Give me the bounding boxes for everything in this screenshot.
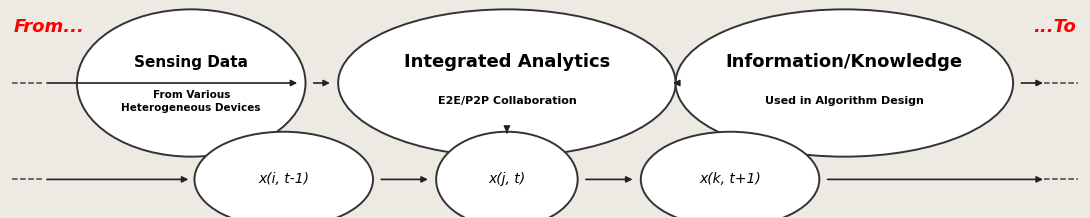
Ellipse shape (338, 9, 676, 157)
Ellipse shape (676, 9, 1013, 157)
Text: x(i, t-1): x(i, t-1) (258, 172, 310, 186)
Text: From...: From... (14, 18, 85, 36)
Text: x(k, t+1): x(k, t+1) (699, 172, 761, 186)
Text: E2E/P2P Collaboration: E2E/P2P Collaboration (437, 96, 577, 106)
Text: Integrated Analytics: Integrated Analytics (403, 53, 610, 71)
Ellipse shape (641, 132, 820, 218)
Ellipse shape (436, 132, 578, 218)
Text: Used in Algorithm Design: Used in Algorithm Design (765, 96, 924, 106)
Text: Sensing Data: Sensing Data (134, 55, 249, 70)
Ellipse shape (194, 132, 373, 218)
Ellipse shape (77, 9, 305, 157)
Text: Information/Knowledge: Information/Knowledge (726, 53, 962, 71)
Text: x(j, t): x(j, t) (488, 172, 525, 186)
Text: ...To: ...To (1033, 18, 1076, 36)
Text: From Various
Heterogeneous Devices: From Various Heterogeneous Devices (121, 90, 261, 113)
